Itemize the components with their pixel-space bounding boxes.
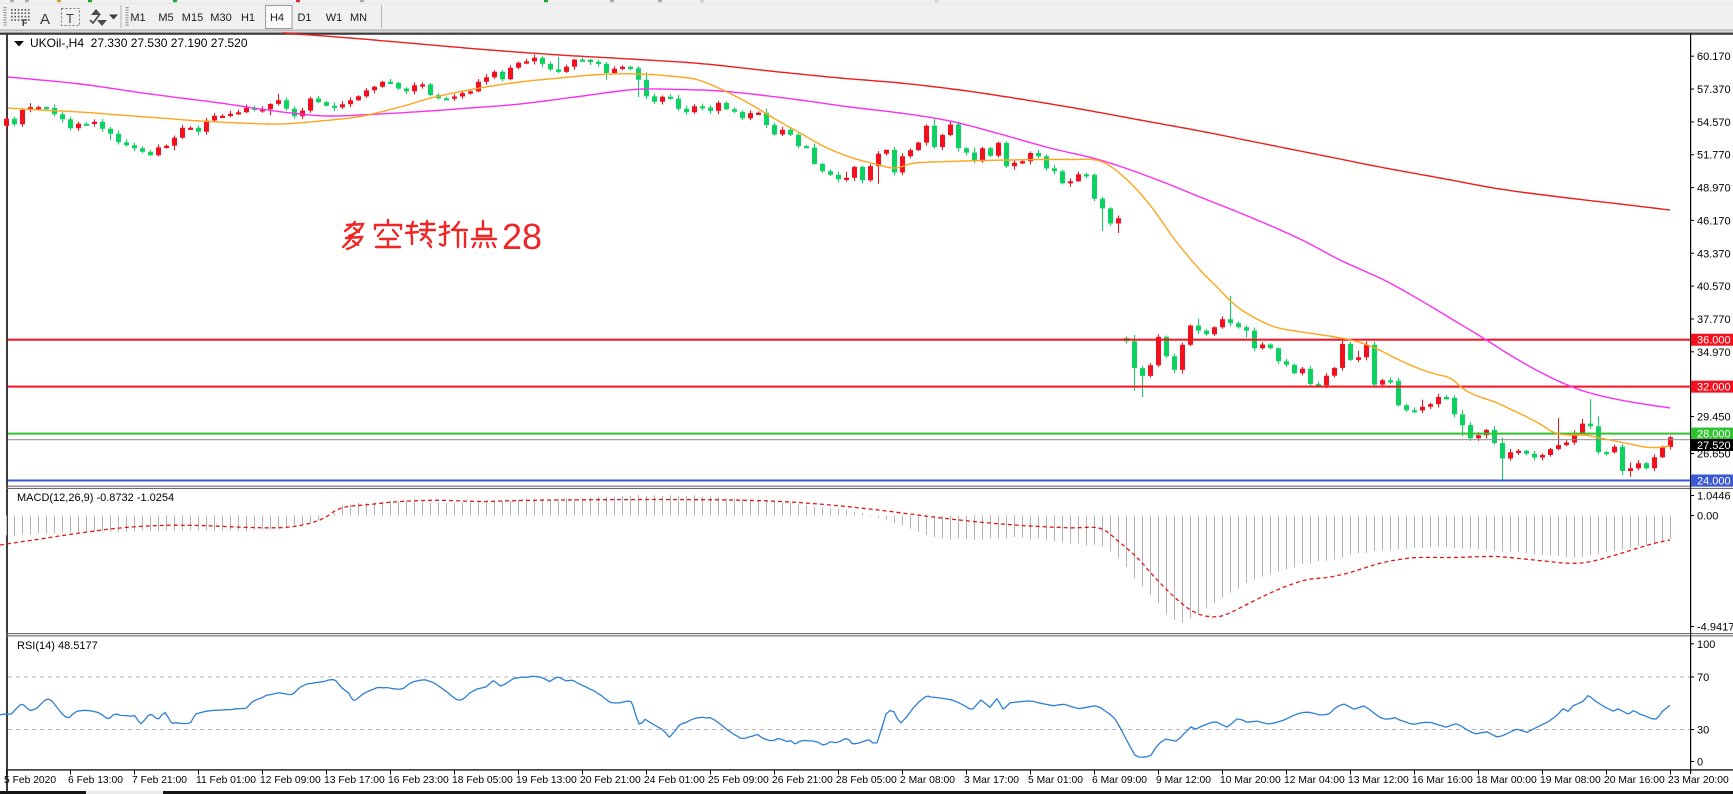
svg-text:28.000: 28.000 — [1697, 429, 1731, 441]
svg-text:MACD(12,26,9) -0.8732 -1.0254: MACD(12,26,9) -0.8732 -1.0254 — [17, 492, 174, 504]
svg-text:1.0446: 1.0446 — [1697, 491, 1731, 503]
svg-text:D1: D1 — [297, 12, 311, 24]
svg-text:26 Feb 21:00: 26 Feb 21:00 — [772, 775, 833, 786]
svg-text:M1: M1 — [130, 12, 145, 24]
svg-text:RSI(14) 48.5177: RSI(14) 48.5177 — [17, 640, 98, 652]
svg-text:27.520: 27.520 — [1697, 440, 1731, 452]
svg-text:18 Feb 05:00: 18 Feb 05:00 — [452, 775, 513, 786]
svg-text:W1: W1 — [326, 12, 343, 24]
svg-text:19 Feb 13:00: 19 Feb 13:00 — [516, 775, 577, 786]
svg-text:26.650: 26.650 — [1697, 449, 1731, 461]
svg-text:70: 70 — [1697, 672, 1709, 684]
svg-text:3 Mar 17:00: 3 Mar 17:00 — [964, 775, 1019, 786]
svg-text:11 Feb 01:00: 11 Feb 01:00 — [196, 775, 256, 786]
svg-text:F: F — [22, 18, 28, 28]
svg-text:34.970: 34.970 — [1697, 347, 1731, 359]
svg-text:20 Feb 21:00: 20 Feb 21:00 — [580, 775, 641, 786]
svg-text:19 Mar 08:00: 19 Mar 08:00 — [1540, 775, 1601, 786]
svg-text:5 Feb 2020: 5 Feb 2020 — [4, 775, 56, 786]
svg-text:23 Mar 20:00: 23 Mar 20:00 — [1668, 775, 1729, 786]
svg-text:24.000: 24.000 — [1697, 475, 1731, 487]
svg-text:MN: MN — [350, 12, 367, 24]
svg-text:54.570: 54.570 — [1697, 117, 1731, 129]
svg-text:9 Mar 12:00: 9 Mar 12:00 — [1156, 775, 1211, 786]
svg-text:M30: M30 — [210, 12, 231, 24]
svg-text:6 Mar 09:00: 6 Mar 09:00 — [1092, 775, 1147, 786]
svg-text:2 Mar 08:00: 2 Mar 08:00 — [900, 775, 955, 786]
svg-text:43.370: 43.370 — [1697, 248, 1731, 260]
svg-text:M5: M5 — [158, 12, 173, 24]
svg-text:28: 28 — [502, 216, 542, 257]
svg-text:28 Feb 05:00: 28 Feb 05:00 — [836, 775, 897, 786]
svg-text:40.570: 40.570 — [1697, 281, 1731, 293]
svg-text:48.970: 48.970 — [1697, 183, 1731, 195]
svg-text:30: 30 — [1697, 725, 1709, 737]
svg-text:-4.9417: -4.9417 — [1697, 622, 1733, 634]
svg-text:12 Feb 09:00: 12 Feb 09:00 — [260, 775, 321, 786]
svg-text:32.000: 32.000 — [1697, 382, 1731, 394]
svg-text:46.170: 46.170 — [1697, 215, 1731, 227]
svg-text:7 Feb 21:00: 7 Feb 21:00 — [132, 775, 187, 786]
svg-text:12 Mar 04:00: 12 Mar 04:00 — [1284, 775, 1345, 786]
svg-text:0.00: 0.00 — [1697, 511, 1718, 523]
svg-text:M15: M15 — [182, 12, 203, 24]
svg-text:10 Mar 20:00: 10 Mar 20:00 — [1220, 775, 1281, 786]
svg-text:36.000: 36.000 — [1697, 335, 1731, 347]
svg-text:13 Mar 12:00: 13 Mar 12:00 — [1348, 775, 1409, 786]
svg-text:0: 0 — [1697, 757, 1703, 769]
svg-text:29.450: 29.450 — [1697, 412, 1731, 424]
svg-text:H1: H1 — [241, 12, 255, 24]
svg-text:H4: H4 — [270, 12, 284, 24]
svg-text:57.370: 57.370 — [1697, 84, 1731, 96]
svg-text:51.770: 51.770 — [1697, 150, 1731, 162]
svg-text:A: A — [40, 11, 50, 28]
svg-text:6 Feb 13:00: 6 Feb 13:00 — [68, 775, 123, 786]
svg-text:16 Mar 16:00: 16 Mar 16:00 — [1412, 775, 1473, 786]
svg-text:20 Mar 16:00: 20 Mar 16:00 — [1604, 775, 1665, 786]
svg-text:25 Feb 09:00: 25 Feb 09:00 — [708, 775, 769, 786]
svg-text:37.770: 37.770 — [1697, 314, 1731, 326]
svg-text:100: 100 — [1697, 639, 1715, 651]
svg-text:16 Feb 23:00: 16 Feb 23:00 — [388, 775, 449, 786]
svg-text:UKOil-,H4 27.330 27.530 27.19: UKOil-,H4 27.330 27.530 27.190 27.520 — [30, 36, 248, 50]
svg-text:60.170: 60.170 — [1697, 51, 1731, 63]
svg-text:T: T — [66, 11, 74, 26]
svg-text:24 Feb 01:00: 24 Feb 01:00 — [644, 775, 705, 786]
svg-text:18 Mar 00:00: 18 Mar 00:00 — [1476, 775, 1537, 786]
svg-text:13 Feb 17:00: 13 Feb 17:00 — [324, 775, 385, 786]
svg-text:5 Mar 01:00: 5 Mar 01:00 — [1028, 775, 1083, 786]
